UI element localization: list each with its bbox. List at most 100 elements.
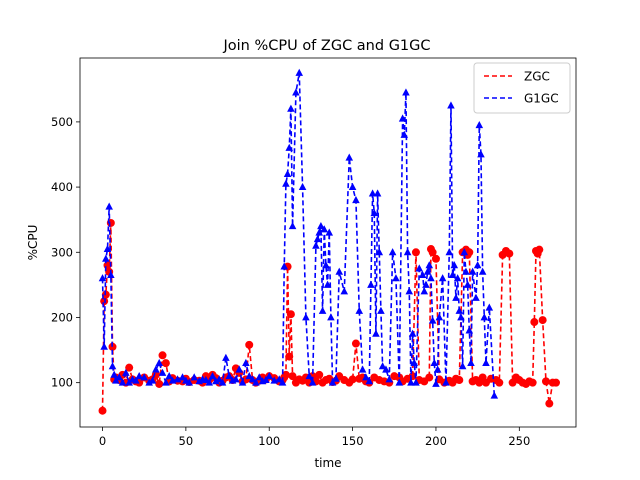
legend-g1gc-label: G1GC bbox=[524, 92, 559, 106]
g1gc-point bbox=[398, 114, 407, 122]
g1gc-point bbox=[473, 261, 482, 269]
g1gc-point bbox=[295, 68, 304, 76]
g1gc-point bbox=[205, 378, 213, 386]
g1gc-point bbox=[275, 375, 284, 383]
series-g1gc bbox=[98, 68, 499, 399]
g1gc-point bbox=[122, 368, 130, 376]
g1gc-point bbox=[232, 375, 240, 383]
g1gc-point bbox=[103, 244, 112, 252]
g1gc-point bbox=[100, 342, 108, 350]
g1gc-point bbox=[218, 378, 227, 386]
g1gc-point bbox=[458, 362, 467, 370]
g1gc-point bbox=[320, 225, 329, 233]
zgc-point bbox=[288, 372, 297, 381]
g1gc-point bbox=[428, 316, 437, 324]
g1gc-point bbox=[313, 235, 322, 243]
g1gc-point bbox=[480, 313, 489, 321]
g1gc-point bbox=[472, 293, 480, 301]
g1gc-point bbox=[318, 306, 327, 314]
zgc-point bbox=[551, 378, 560, 387]
g1gc-point bbox=[410, 358, 419, 367]
g1gc-point bbox=[400, 130, 409, 138]
g1gc-point bbox=[485, 303, 494, 311]
g1gc-point bbox=[385, 375, 394, 383]
g1gc-point bbox=[235, 365, 244, 373]
g1gc-point bbox=[152, 365, 160, 373]
g1gc-point bbox=[447, 101, 455, 109]
zgc-point bbox=[155, 379, 164, 388]
g1gc-point bbox=[408, 329, 417, 337]
zgc-point bbox=[315, 370, 324, 379]
zgc-point bbox=[541, 377, 550, 386]
x-tick-label: 50 bbox=[179, 434, 194, 448]
g1gc-point bbox=[305, 371, 314, 380]
g1gc-point bbox=[322, 261, 330, 269]
zgc-point bbox=[495, 378, 504, 387]
g1gc-point bbox=[445, 248, 454, 256]
g1gc-point bbox=[435, 313, 444, 321]
g1gc-point bbox=[345, 153, 354, 161]
g1gc-point bbox=[378, 362, 387, 370]
g1gc-point bbox=[392, 274, 400, 282]
g1gc-point bbox=[482, 358, 490, 367]
g1gc-point bbox=[450, 261, 459, 269]
g1gc-point bbox=[148, 376, 157, 384]
g1gc-point bbox=[155, 358, 163, 367]
g1gc-point bbox=[367, 280, 375, 288]
legend-box bbox=[473, 62, 571, 114]
g1gc-point bbox=[110, 370, 118, 378]
g1gc-point bbox=[242, 358, 250, 367]
g1gc-point bbox=[145, 378, 153, 386]
g1gc-point bbox=[375, 248, 384, 256]
g1gc-point bbox=[195, 377, 203, 385]
g1gc-point bbox=[178, 373, 187, 381]
g1gc-point bbox=[252, 378, 260, 386]
g1gc-point bbox=[407, 378, 415, 386]
g1gc-point bbox=[355, 306, 364, 314]
zgc-point bbox=[411, 248, 420, 257]
g1gc-point bbox=[190, 373, 198, 381]
zgc-point bbox=[98, 406, 107, 415]
x-axis-label: time bbox=[314, 456, 341, 470]
g1gc-point bbox=[402, 88, 410, 96]
g1gc-point bbox=[255, 373, 264, 381]
g1gc-point bbox=[455, 306, 464, 314]
g1gc-point bbox=[478, 267, 487, 275]
g1gc-point bbox=[468, 267, 477, 275]
g1gc-point bbox=[352, 195, 360, 204]
zgc-point bbox=[528, 378, 537, 387]
g1gc-point bbox=[403, 248, 412, 256]
g1gc-point bbox=[105, 202, 113, 210]
y-axis: 100 200 300 400 500 bbox=[51, 115, 80, 390]
g1gc-point bbox=[245, 371, 254, 380]
series-line bbox=[101, 72, 496, 396]
g1gc-point bbox=[348, 182, 357, 191]
g1gc-point bbox=[278, 378, 287, 386]
zgc-point bbox=[351, 339, 360, 348]
zgc-point bbox=[108, 342, 117, 351]
zgc-point bbox=[158, 351, 167, 360]
x-axis: 0 50 100 150 200 250 bbox=[99, 427, 530, 448]
g1gc-point bbox=[292, 88, 300, 96]
g1gc-point bbox=[283, 169, 292, 177]
g1gc-point bbox=[262, 375, 270, 384]
g1gc-point bbox=[368, 189, 377, 197]
g1gc-point bbox=[475, 120, 484, 129]
g1gc-point bbox=[462, 267, 470, 275]
g1gc-point bbox=[280, 262, 289, 270]
zgc-point bbox=[100, 297, 109, 306]
g1gc-point bbox=[430, 358, 439, 367]
g1gc-point bbox=[332, 374, 340, 382]
g1gc-point bbox=[365, 377, 374, 385]
zgc-point bbox=[431, 254, 440, 263]
g1gc-point bbox=[418, 270, 427, 279]
y-tick-label: 400 bbox=[51, 180, 73, 194]
g1gc-point bbox=[465, 326, 474, 334]
g1gc-point bbox=[420, 287, 429, 295]
g1gc-point bbox=[422, 280, 430, 288]
g1gc-point bbox=[463, 280, 472, 288]
g1gc-point bbox=[460, 248, 469, 256]
g1gc-point bbox=[185, 378, 193, 386]
g1gc-point bbox=[288, 222, 297, 230]
